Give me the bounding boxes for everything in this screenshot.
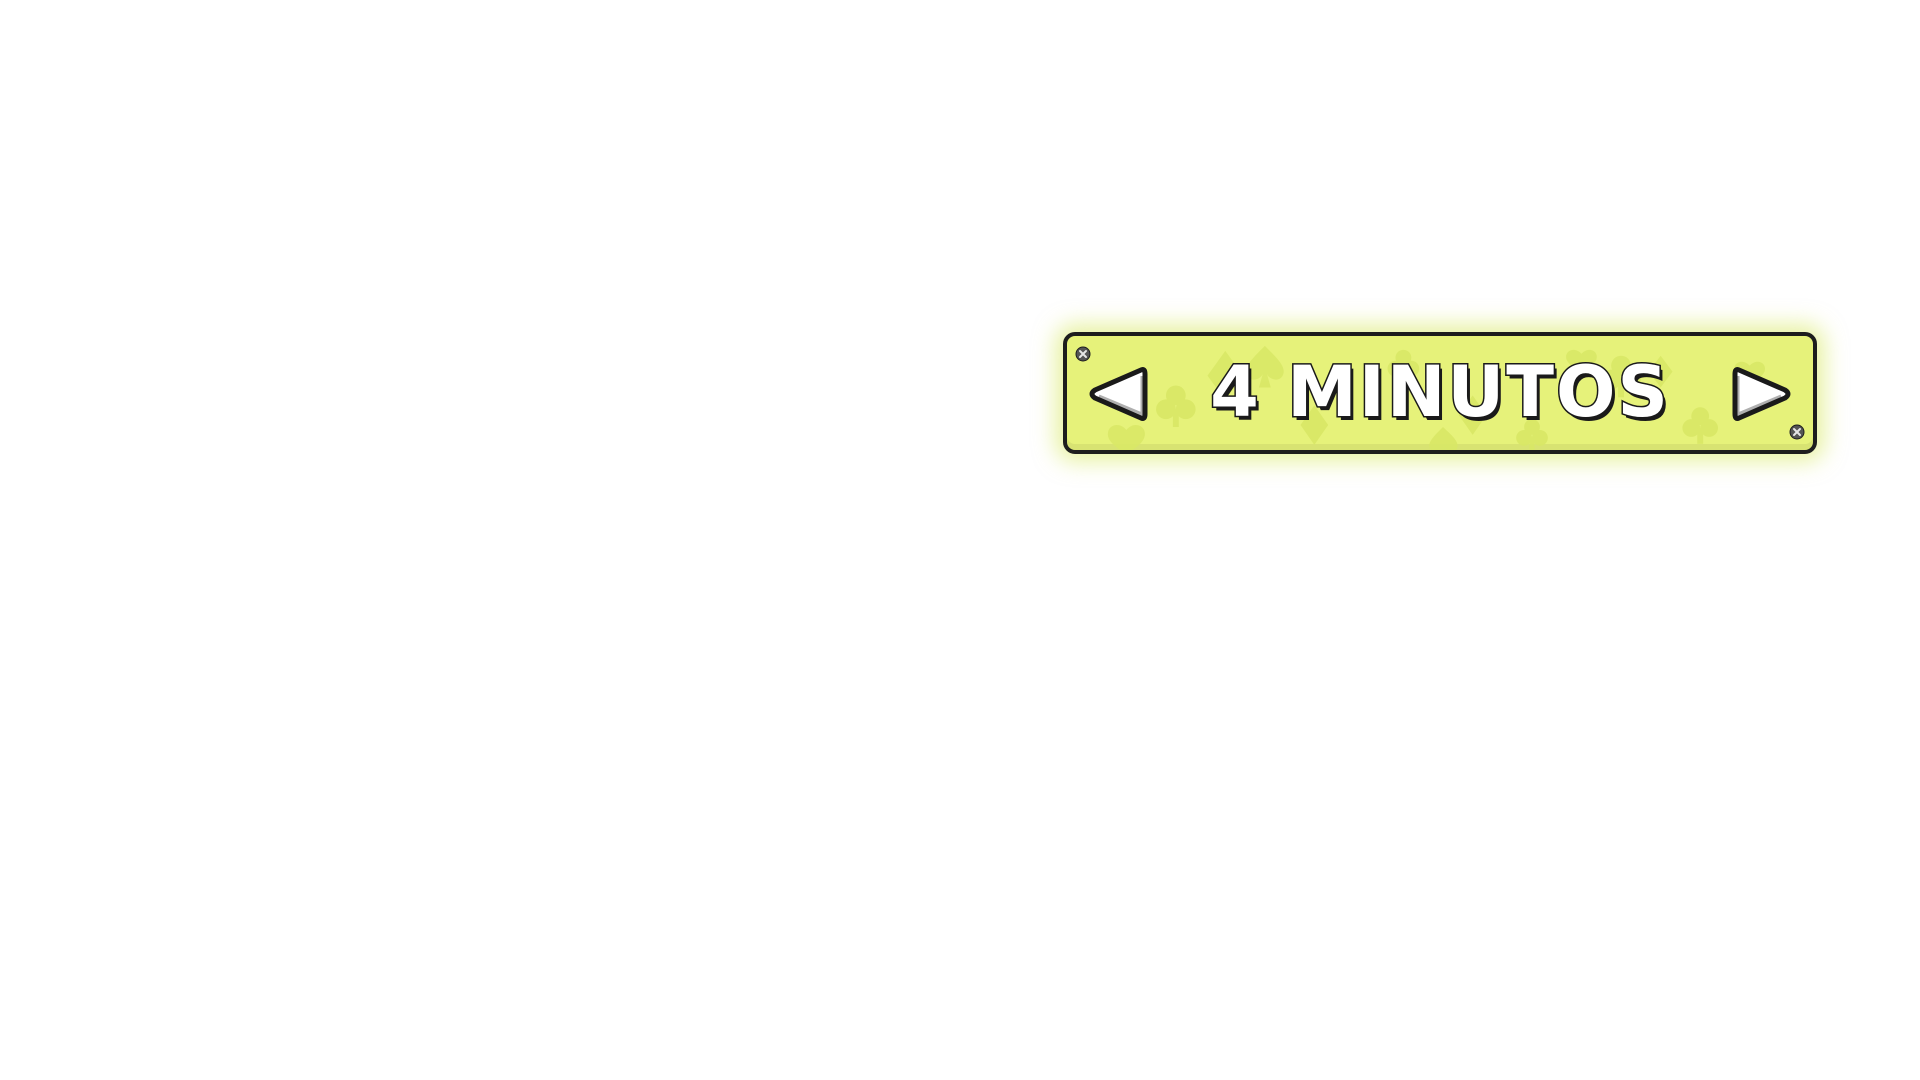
screw-icon bbox=[1789, 424, 1805, 440]
arrow-right-icon[interactable] bbox=[1731, 362, 1795, 426]
selected-duration-label: 4 MINUTOS bbox=[1209, 350, 1670, 435]
screw-icon bbox=[1075, 346, 1091, 362]
arrow-left-icon[interactable] bbox=[1085, 362, 1149, 426]
time-selector: 4 MINUTOS bbox=[1063, 332, 1817, 454]
